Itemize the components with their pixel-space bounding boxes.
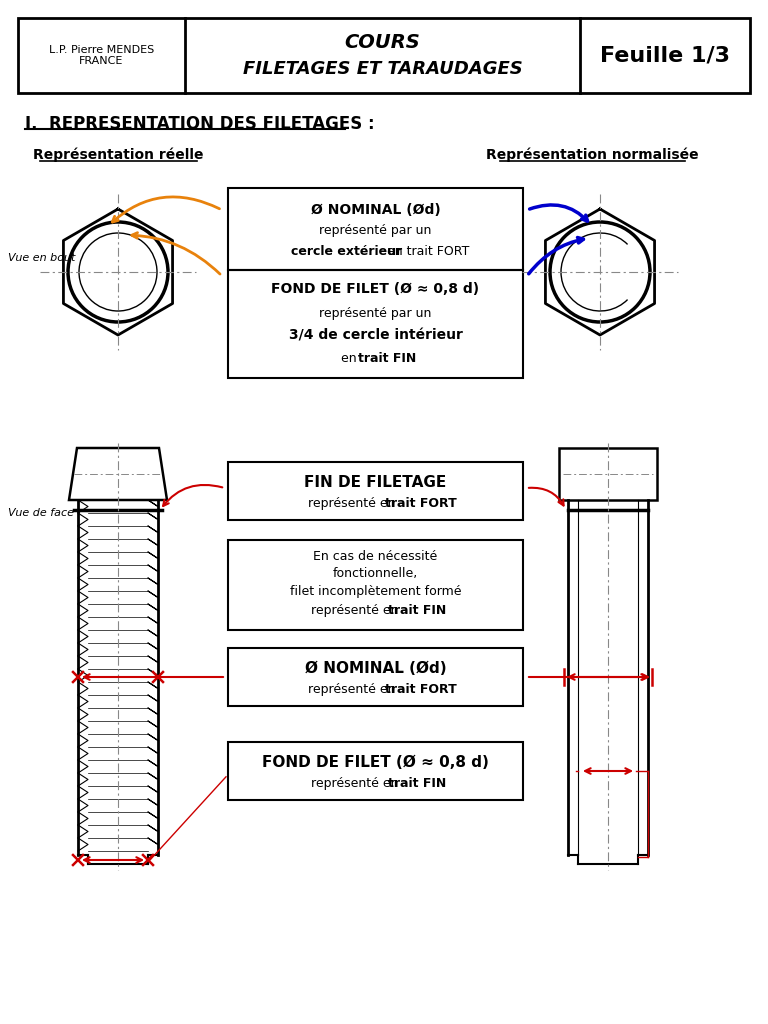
Text: en: en: [341, 352, 361, 366]
Text: Représentation normalisée: Représentation normalisée: [485, 148, 698, 163]
Bar: [228, 270, 523, 378]
Bar: [559, 449, 657, 500]
Text: FOND DE FILET (Ø ≈ 0,8 d): FOND DE FILET (Ø ≈ 0,8 d): [271, 283, 479, 296]
Text: représenté en: représenté en: [311, 604, 402, 616]
Text: Vue en bout: Vue en bout: [8, 253, 75, 263]
Text: trait FIN: trait FIN: [358, 352, 416, 366]
Bar: [228, 188, 523, 270]
Text: fonctionnelle,: fonctionnelle,: [333, 567, 418, 580]
Text: Représentation réelle: Représentation réelle: [33, 148, 204, 163]
Text: représenté en: représenté en: [311, 777, 402, 791]
Text: FIN DE FILETAGE: FIN DE FILETAGE: [304, 475, 447, 489]
Text: cercle extérieur: cercle extérieur: [291, 246, 402, 258]
Text: trait FORT: trait FORT: [385, 683, 457, 696]
Text: COURS: COURS: [345, 33, 420, 52]
Bar: [228, 742, 523, 800]
Bar: [228, 540, 523, 630]
Text: En cas de nécessité: En cas de nécessité: [313, 550, 438, 563]
Bar: [228, 648, 523, 706]
Text: Ø NOMINAL (Ød): Ø NOMINAL (Ød): [310, 203, 440, 217]
Text: I.  REPRESENTATION DES FILETAGES :: I. REPRESENTATION DES FILETAGES :: [25, 115, 375, 133]
Text: 3/4 de cercle intérieur: 3/4 de cercle intérieur: [289, 329, 462, 343]
Text: trait FORT: trait FORT: [385, 498, 457, 510]
Text: trait FIN: trait FIN: [388, 604, 446, 616]
Bar: [18, 18, 750, 93]
Text: Vue de face: Vue de face: [8, 508, 74, 518]
Text: représenté en: représenté en: [308, 683, 399, 696]
Text: en trait FORT: en trait FORT: [383, 246, 469, 258]
Text: représenté par un: représenté par un: [319, 224, 432, 238]
Text: représenté par un: représenté par un: [319, 307, 432, 319]
Text: Ø NOMINAL (Ød): Ø NOMINAL (Ød): [305, 660, 446, 676]
Text: représenté en: représenté en: [308, 498, 399, 510]
Bar: [228, 462, 523, 520]
Text: L.P. Pierre MENDES
FRANCE: L.P. Pierre MENDES FRANCE: [49, 45, 154, 67]
Text: FOND DE FILET (Ø ≈ 0,8 d): FOND DE FILET (Ø ≈ 0,8 d): [262, 755, 489, 770]
Text: Feuille 1/3: Feuille 1/3: [600, 45, 730, 66]
Text: trait FIN: trait FIN: [388, 777, 446, 791]
Text: filet incomplètement formé: filet incomplètement formé: [290, 585, 462, 598]
Text: FILETAGES ET TARAUDAGES: FILETAGES ET TARAUDAGES: [243, 60, 522, 78]
